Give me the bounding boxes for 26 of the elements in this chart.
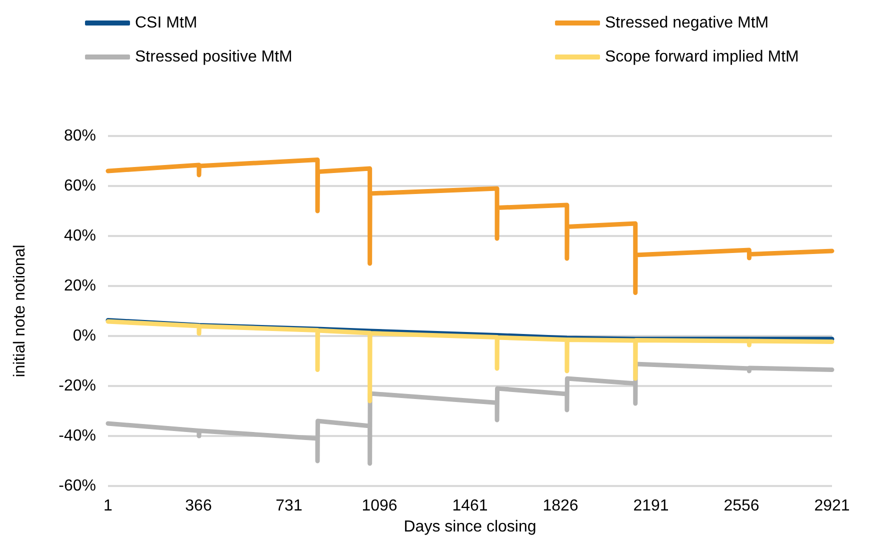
y-tick-label: 40% (64, 228, 96, 244)
y-tick-label: -60% (58, 478, 96, 494)
x-axis-title: Days since closing (404, 518, 536, 536)
line-series (106, 319, 834, 404)
x-tick-label: 2921 (814, 498, 850, 514)
y-tick-label: 20% (64, 278, 96, 294)
x-tick-label: 1096 (362, 498, 398, 514)
x-tick-label: 2191 (633, 498, 669, 514)
x-tick-label: 1826 (542, 498, 578, 514)
x-tick-label: 366 (185, 498, 212, 514)
y-tick-label: -40% (58, 428, 96, 444)
y-tick-label: -20% (58, 378, 96, 394)
line-series (106, 158, 834, 295)
x-tick-label: 2556 (724, 498, 760, 514)
y-axis-title: initial note notional (12, 244, 28, 378)
legend-label: Scope forward implied MtM (605, 48, 799, 66)
y-tick-label: 60% (64, 178, 96, 194)
legend-label: Stressed positive MtM (135, 48, 292, 66)
legend-label: Stressed negative MtM (605, 14, 769, 32)
x-tick-label: 1461 (452, 498, 488, 514)
y-tick-label: 80% (64, 128, 96, 144)
line-series (106, 362, 834, 466)
x-tick-label: 731 (276, 498, 302, 514)
y-tick-label: 0% (72, 328, 96, 344)
x-tick-label: 1 (104, 498, 113, 514)
legend-label: CSI MtM (135, 14, 198, 32)
